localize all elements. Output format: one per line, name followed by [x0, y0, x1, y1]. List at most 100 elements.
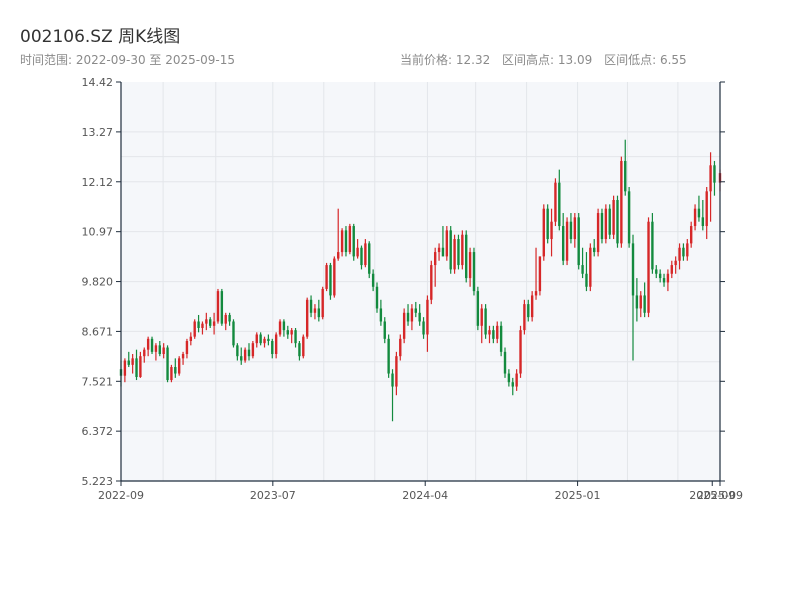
candle-body	[693, 208, 697, 227]
candle-body	[348, 226, 352, 253]
candle-body	[131, 358, 134, 365]
candle	[410, 304, 414, 331]
candle-body	[278, 321, 282, 335]
candle	[356, 239, 359, 259]
candle-body	[449, 230, 452, 270]
candle	[162, 343, 165, 359]
candle-body	[496, 325, 499, 339]
candle-body	[468, 252, 472, 279]
candle	[406, 304, 410, 326]
candle	[631, 234, 635, 361]
candle-body	[523, 304, 526, 331]
candle-body	[340, 230, 344, 253]
candle	[693, 204, 697, 231]
candle-body	[337, 252, 340, 259]
candle	[647, 217, 650, 318]
candle	[399, 334, 402, 361]
candle-body	[697, 208, 701, 218]
candle-body	[426, 299, 429, 335]
candle-body	[414, 308, 417, 313]
candle-body	[181, 354, 185, 359]
candle	[352, 223, 355, 261]
candle	[379, 299, 383, 326]
candle-body	[573, 217, 577, 240]
candle	[488, 325, 491, 344]
candle-body	[209, 319, 212, 326]
candle-body	[534, 291, 538, 296]
candle	[701, 200, 705, 231]
y-tick-label: 7.521	[82, 375, 114, 388]
candle-body	[205, 319, 208, 324]
candle	[131, 354, 134, 374]
candle-body	[317, 308, 321, 318]
candle	[387, 334, 390, 378]
candle-body	[368, 243, 371, 274]
candle-body	[499, 325, 503, 352]
price-summary: 当前价格: 12.32 区间高点: 13.09 区间低点: 6.55	[400, 51, 695, 68]
candle-body	[689, 226, 693, 244]
candle	[123, 358, 127, 383]
candle-body	[146, 338, 150, 350]
candle	[437, 243, 441, 261]
candle-body	[627, 191, 631, 244]
candle-body	[150, 338, 154, 352]
candle	[461, 230, 464, 270]
candle	[624, 139, 627, 196]
candle	[197, 314, 200, 333]
candle	[236, 343, 239, 361]
candle	[255, 332, 258, 348]
candle	[290, 327, 293, 344]
grid-lines	[121, 82, 720, 481]
candle	[375, 282, 379, 313]
candle	[333, 256, 336, 298]
candle-body	[247, 349, 251, 357]
candle-body	[364, 243, 367, 266]
candle-body	[616, 200, 619, 244]
candle	[662, 273, 666, 287]
candles	[119, 139, 722, 422]
candle	[449, 226, 452, 274]
candle	[468, 247, 472, 287]
candle-body	[678, 247, 681, 261]
candle	[224, 312, 227, 331]
candle-body	[395, 356, 398, 387]
candle	[364, 239, 367, 268]
candle	[337, 208, 340, 261]
candle	[499, 321, 503, 357]
candle	[472, 247, 476, 296]
range-low-text: 区间低点: 6.55	[604, 53, 687, 67]
candle-body	[375, 286, 379, 309]
candle-body	[135, 358, 138, 378]
candle-body	[713, 165, 716, 183]
candle	[422, 317, 425, 339]
candle	[689, 221, 693, 248]
candle	[651, 213, 654, 274]
candle	[433, 247, 437, 287]
candle-body	[271, 341, 274, 355]
candle	[305, 297, 309, 339]
candle-body	[189, 336, 193, 342]
candle	[209, 317, 212, 328]
candle-body	[608, 208, 611, 235]
candle-body	[686, 243, 689, 257]
candle	[492, 325, 495, 344]
candle-body	[433, 252, 437, 266]
candle-body	[554, 182, 557, 222]
candle-body	[701, 217, 705, 227]
candle	[546, 204, 549, 244]
candle	[554, 178, 557, 227]
current-price-text: 当前价格: 12.32	[400, 53, 491, 67]
candle	[232, 319, 235, 348]
candle-body	[240, 356, 243, 361]
candle-body	[612, 200, 615, 235]
candle	[441, 226, 445, 257]
candle-body	[472, 252, 476, 292]
candle	[193, 319, 196, 339]
candle-body	[631, 243, 635, 296]
candle-body	[453, 239, 456, 270]
candle	[154, 343, 158, 361]
candle-body	[465, 234, 468, 279]
candle	[627, 186, 631, 248]
candle-body	[682, 247, 685, 257]
